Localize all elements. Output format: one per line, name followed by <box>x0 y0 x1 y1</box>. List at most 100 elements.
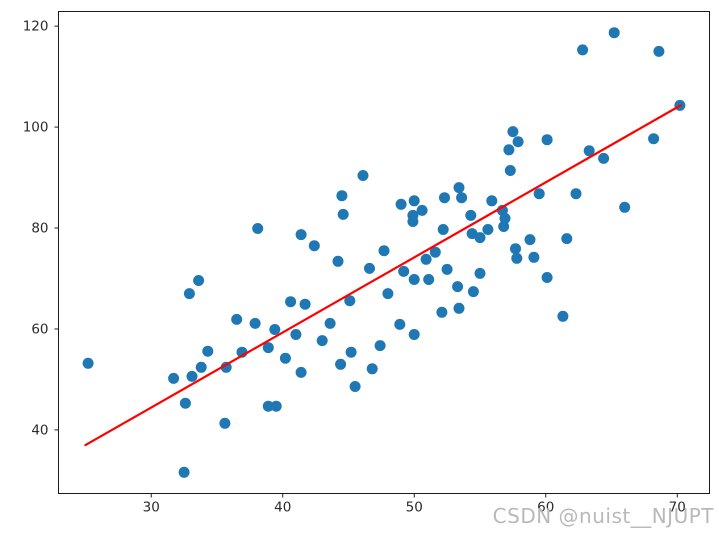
y-tick-label: 40 <box>31 422 48 438</box>
data-point <box>423 274 435 285</box>
data-point <box>474 267 486 279</box>
data-point <box>337 208 349 220</box>
data-point <box>285 296 297 308</box>
data-point <box>349 381 361 392</box>
data-point <box>168 372 180 384</box>
data-point <box>336 190 348 202</box>
data-point <box>456 192 468 204</box>
regression-line <box>84 104 682 447</box>
data-point <box>648 133 660 145</box>
data-point <box>324 317 336 329</box>
y-tick-label: 120 <box>23 19 49 35</box>
data-point <box>453 182 465 194</box>
data-point <box>499 212 511 224</box>
data-point <box>653 45 665 57</box>
data-point <box>510 243 521 255</box>
data-point <box>453 302 465 314</box>
data-point <box>598 152 610 164</box>
data-point <box>583 145 595 157</box>
data-point <box>467 286 479 298</box>
data-point <box>482 224 494 235</box>
data-point <box>541 134 553 146</box>
data-point <box>295 366 307 378</box>
data-point <box>608 27 620 39</box>
data-point <box>441 263 453 275</box>
data-point <box>335 358 347 370</box>
data-point <box>316 335 328 347</box>
data-point <box>504 165 516 176</box>
data-point <box>252 223 264 234</box>
data-point <box>524 234 536 246</box>
data-point <box>407 216 419 227</box>
data-point <box>231 313 243 325</box>
data-point <box>186 370 198 382</box>
y-tick-label: 60 <box>31 321 48 337</box>
data-point <box>465 209 477 221</box>
data-point <box>270 400 282 412</box>
data-point <box>382 288 394 300</box>
data-point <box>507 126 519 138</box>
data-point <box>345 346 357 358</box>
data-point <box>541 272 553 283</box>
data-point <box>249 317 261 329</box>
data-point <box>503 144 515 156</box>
data-point <box>408 195 420 207</box>
data-point <box>195 361 207 373</box>
data-point <box>452 281 464 293</box>
data-point <box>486 195 498 207</box>
x-tick-label: 40 <box>274 500 291 516</box>
y-tick-label: 80 <box>31 221 48 237</box>
x-tick-label: 30 <box>143 500 160 516</box>
data-point <box>570 188 582 200</box>
axes-frame <box>58 11 710 494</box>
data-point <box>512 136 524 148</box>
data-point <box>193 275 205 286</box>
data-point <box>262 400 274 412</box>
x-tick-label: 60 <box>537 500 554 516</box>
data-point <box>439 192 450 204</box>
data-point <box>533 188 545 200</box>
data-point <box>398 265 410 277</box>
data-point <box>295 229 307 241</box>
data-point <box>183 288 195 300</box>
data-point <box>498 221 510 232</box>
data-point <box>374 340 386 352</box>
data-point <box>429 246 441 258</box>
x-tick-label: 70 <box>669 500 686 516</box>
data-point <box>420 253 432 265</box>
data-point <box>220 361 232 373</box>
data-point <box>416 204 428 216</box>
data-point <box>308 240 320 252</box>
data-point <box>561 233 573 245</box>
data-point <box>394 318 406 330</box>
data-point <box>262 342 274 354</box>
data-point <box>178 466 190 478</box>
data-point <box>299 298 311 310</box>
data-point <box>366 363 378 375</box>
data-point <box>408 329 420 340</box>
data-point <box>395 198 407 210</box>
data-point <box>332 255 344 267</box>
data-point <box>378 245 390 257</box>
data-point <box>408 274 420 285</box>
data-point <box>357 170 369 181</box>
data-point <box>436 306 448 318</box>
x-tick-label: 50 <box>406 500 423 516</box>
data-point <box>437 224 449 235</box>
data-point <box>474 232 486 244</box>
data-point <box>577 44 589 56</box>
data-point <box>364 262 375 274</box>
data-point <box>279 352 291 364</box>
data-point <box>219 417 231 429</box>
y-tick-label: 100 <box>23 120 49 136</box>
data-point <box>528 251 540 263</box>
data-point <box>619 201 631 213</box>
data-point <box>511 252 523 264</box>
data-point <box>202 345 214 357</box>
data-point <box>344 295 356 307</box>
data-point <box>179 397 191 409</box>
data-point <box>269 324 281 335</box>
data-point <box>290 329 302 340</box>
